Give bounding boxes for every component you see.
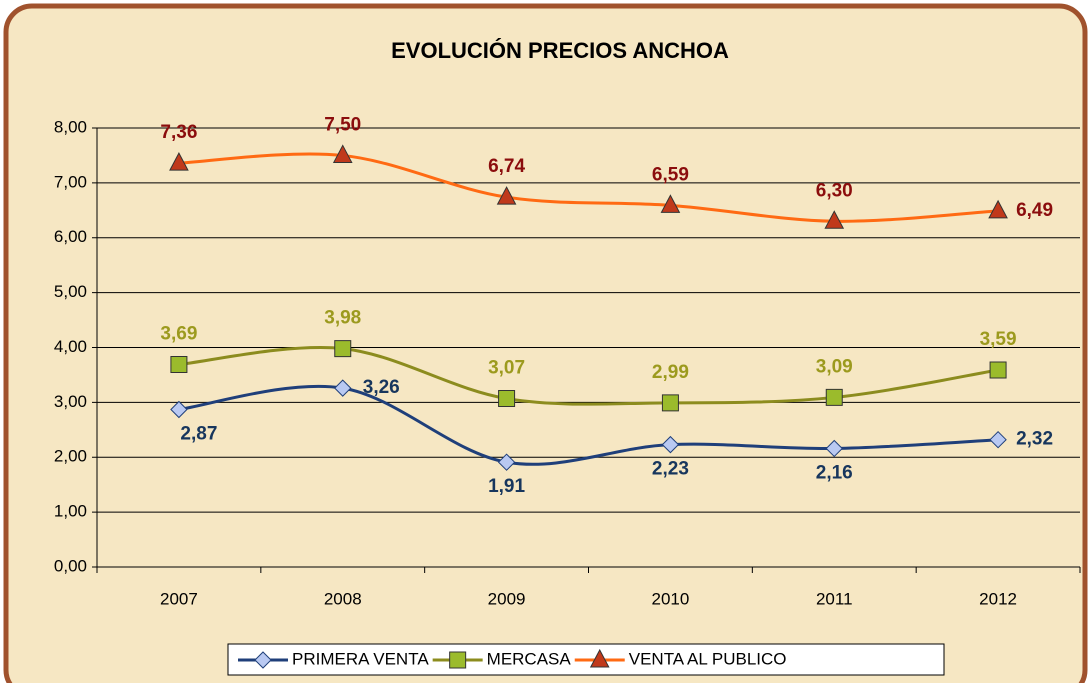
- series-line: [178, 384, 999, 466]
- marker: [254, 651, 272, 669]
- x-tick-label: 2011: [816, 589, 853, 608]
- x-tick-label: 2010: [652, 589, 690, 608]
- y-tick-label: 0,00: [54, 556, 87, 575]
- marker: [825, 439, 843, 458]
- data-label: 6,74: [488, 156, 525, 177]
- marker: [824, 210, 845, 229]
- data-label: 2,23: [652, 459, 689, 480]
- chart-title: EVOLUCIÓN PRECIOS ANCHOA: [391, 38, 729, 63]
- data-label: 6,49: [1016, 200, 1053, 221]
- data-label: 2,32: [1016, 429, 1053, 450]
- series-line: [178, 152, 999, 223]
- x-tick-label: 2008: [324, 589, 362, 608]
- data-label: 3,69: [160, 324, 197, 345]
- marker: [988, 199, 1008, 219]
- y-tick-label: 2,00: [54, 447, 87, 466]
- marker: [169, 152, 189, 171]
- legend-label: PRIMERA VENTA: [292, 649, 429, 668]
- marker: [496, 186, 517, 205]
- x-tick-label: 2007: [160, 589, 198, 608]
- marker: [989, 430, 1007, 449]
- y-tick-label: 5,00: [54, 282, 87, 301]
- data-label: 2,99: [652, 362, 689, 383]
- series-line: [178, 346, 999, 406]
- data-label: 3,59: [980, 329, 1017, 350]
- legend-label: MERCASA: [487, 649, 572, 668]
- marker: [170, 356, 188, 374]
- marker: [589, 648, 610, 668]
- y-tick-label: 7,00: [54, 172, 87, 191]
- marker: [825, 388, 843, 406]
- marker: [661, 394, 679, 412]
- y-tick-label: 3,00: [54, 392, 87, 411]
- marker: [170, 400, 188, 419]
- data-label: 3,26: [363, 377, 400, 398]
- marker: [498, 390, 516, 408]
- data-label: 6,59: [652, 164, 689, 185]
- marker: [334, 379, 352, 397]
- legend-label: VENTA AL PUBLICO: [629, 649, 787, 668]
- marker: [332, 144, 353, 163]
- y-tick-label: 8,00: [54, 117, 87, 136]
- data-label: 1,91: [488, 476, 525, 497]
- data-label: 2,16: [816, 462, 853, 483]
- y-tick-label: 4,00: [54, 337, 87, 356]
- data-label: 2,87: [180, 424, 217, 445]
- marker: [449, 651, 467, 669]
- data-label: 3,98: [324, 308, 361, 329]
- marker: [989, 361, 1007, 379]
- data-label: 7,50: [324, 114, 361, 135]
- x-tick-label: 2009: [488, 589, 526, 608]
- data-label: 6,30: [816, 180, 853, 201]
- x-tick-label: 2012: [979, 589, 1017, 608]
- chart-frame: [3, 3, 1088, 683]
- y-tick-label: 1,00: [54, 502, 87, 521]
- marker: [334, 340, 352, 358]
- y-tick-label: 6,00: [54, 227, 87, 246]
- marker: [660, 194, 681, 213]
- data-label: 3,07: [488, 358, 525, 379]
- marker: [497, 453, 516, 471]
- marker: [661, 435, 680, 454]
- data-label: 3,09: [816, 356, 853, 377]
- data-label: 7,36: [160, 122, 197, 143]
